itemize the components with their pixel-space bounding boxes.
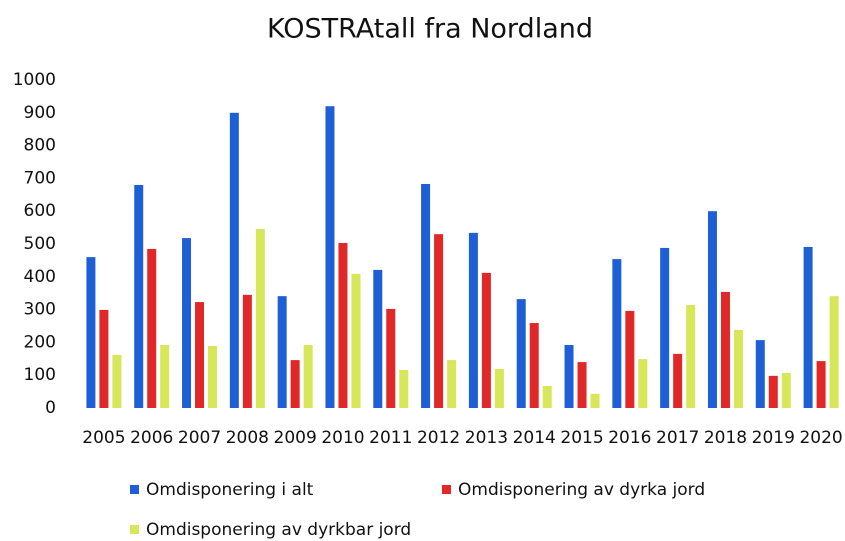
legend-swatch	[130, 525, 139, 534]
bar	[229, 112, 239, 409]
x-tick-label: 2017	[656, 428, 699, 448]
bar	[386, 308, 396, 408]
bar	[255, 228, 265, 408]
bar	[577, 362, 587, 408]
bar	[516, 299, 526, 408]
bar	[625, 310, 635, 408]
bar	[768, 375, 778, 408]
x-tick-label: 2009	[274, 428, 317, 448]
y-tick-label: 800	[24, 136, 56, 156]
bar	[351, 273, 361, 408]
bar	[242, 294, 252, 408]
x-tick-label: 2005	[82, 428, 125, 448]
bar	[720, 291, 730, 408]
y-tick-label: 700	[24, 168, 56, 188]
bar	[160, 345, 170, 408]
x-tick-label: 2010	[321, 428, 364, 448]
legend-swatch	[442, 485, 451, 494]
bar	[564, 345, 574, 408]
x-tick-label: 2013	[465, 428, 508, 448]
chart-title: KOSTRAtall fra Nordland	[267, 14, 593, 45]
bar	[673, 353, 683, 408]
y-tick-label: 300	[24, 300, 56, 320]
x-tick-label: 2012	[417, 428, 460, 448]
bar	[399, 369, 409, 408]
bar	[733, 329, 743, 408]
bar	[290, 360, 300, 408]
bar	[686, 305, 696, 408]
x-tick-label: 2020	[799, 428, 842, 448]
y-tick-label: 400	[24, 267, 56, 287]
bar	[338, 243, 348, 408]
bar	[277, 296, 287, 408]
y-tick-label: 500	[24, 234, 56, 254]
bar	[86, 257, 96, 408]
x-tick-label: 2006	[130, 428, 173, 448]
x-tick-label: 2019	[752, 428, 795, 448]
bar	[755, 340, 765, 408]
bar	[542, 386, 552, 408]
legend-label: Omdisponering av dyrkbar jord	[146, 520, 411, 540]
bar	[590, 393, 600, 408]
bar	[803, 246, 813, 408]
bar	[829, 296, 839, 408]
bar	[481, 272, 491, 408]
bar	[660, 247, 670, 408]
legend-label: Omdisponering av dyrka jord	[458, 480, 705, 500]
x-tick-label: 2014	[513, 428, 556, 448]
bar	[707, 211, 717, 408]
bar	[373, 269, 383, 408]
x-tick-label: 2018	[704, 428, 747, 448]
bar	[208, 346, 218, 408]
y-tick-label: 200	[24, 332, 56, 352]
y-tick-label: 100	[24, 365, 56, 385]
bar	[134, 184, 144, 408]
legend-swatch	[130, 485, 139, 494]
bar	[99, 309, 109, 408]
bar	[468, 232, 478, 408]
bar	[182, 238, 192, 408]
bar	[494, 368, 504, 408]
bar	[638, 359, 648, 408]
bar	[612, 259, 622, 408]
y-tick-label: 900	[24, 103, 56, 123]
bar	[195, 302, 205, 408]
bar	[816, 361, 826, 408]
x-tick-label: 2007	[178, 428, 221, 448]
y-tick-label: 0	[45, 398, 56, 418]
bar	[147, 248, 157, 408]
bar	[529, 323, 539, 408]
x-tick-label: 2008	[226, 428, 269, 448]
bar	[447, 360, 457, 408]
bar	[303, 345, 313, 408]
x-tick-label: 2016	[608, 428, 651, 448]
bar	[421, 183, 431, 408]
bar	[112, 354, 122, 408]
y-tick-label: 1000	[13, 70, 56, 90]
x-tick-label: 2011	[369, 428, 412, 448]
bar	[781, 372, 791, 408]
bar	[434, 234, 444, 408]
y-tick-label: 600	[24, 201, 56, 221]
bar	[325, 106, 335, 409]
x-tick-label: 2015	[560, 428, 603, 448]
legend-label: Omdisponering i alt	[146, 480, 314, 500]
